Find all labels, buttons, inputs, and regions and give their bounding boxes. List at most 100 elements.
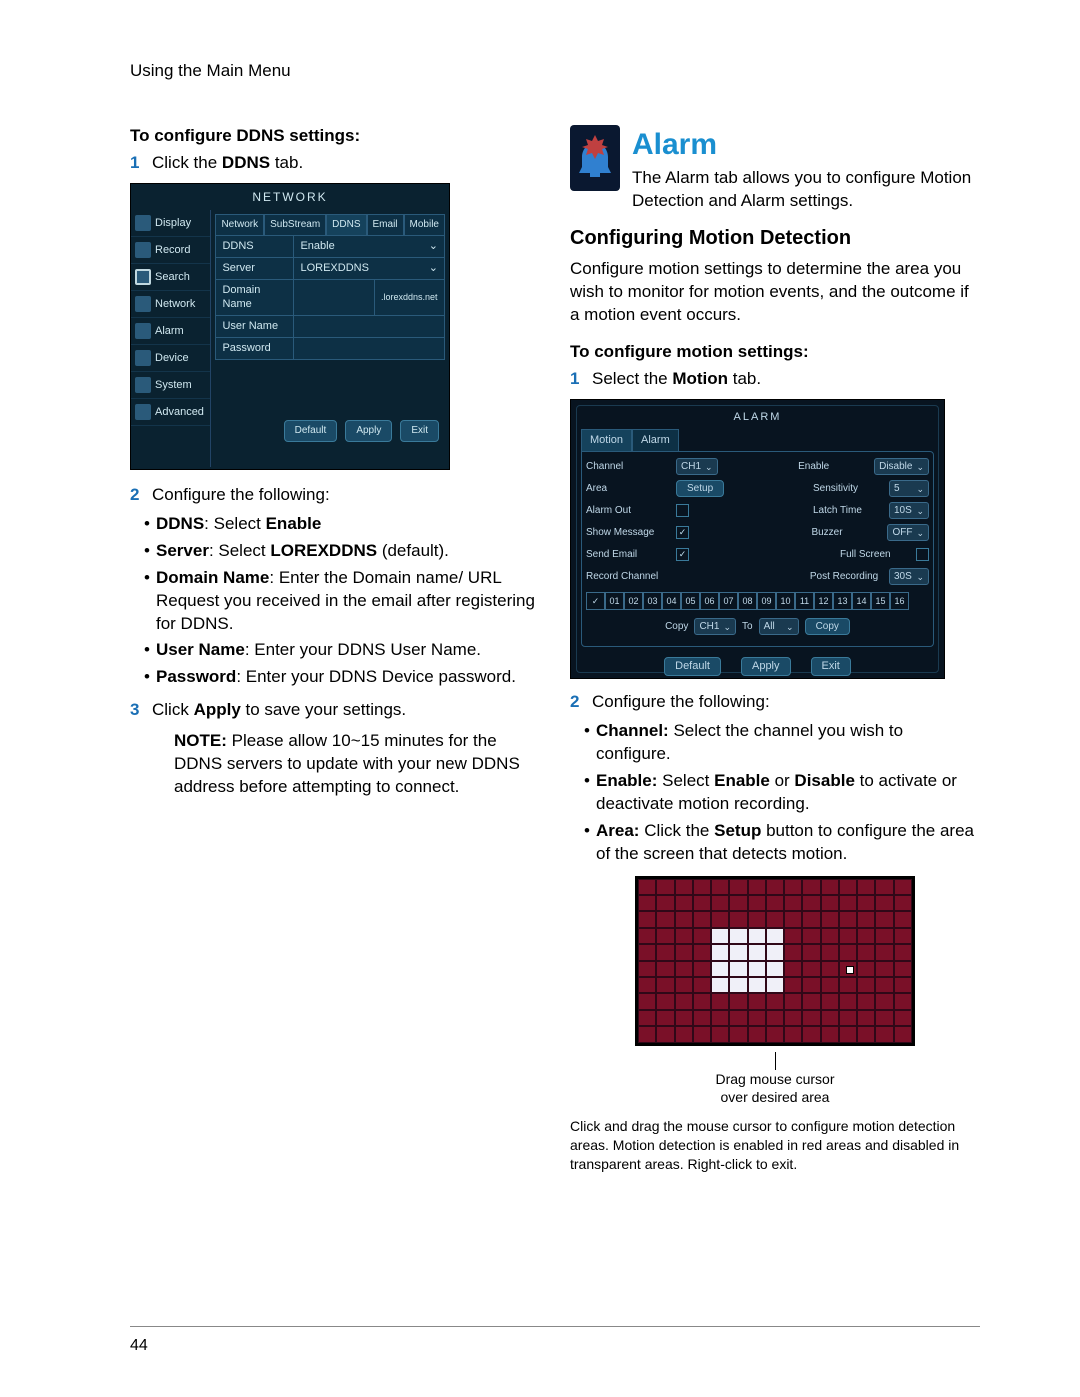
motion-cell[interactable] (839, 895, 857, 911)
channel-14[interactable]: 14 (852, 592, 871, 610)
channel-05[interactable]: 05 (681, 592, 700, 610)
postrec-dropdown[interactable]: 30S (889, 568, 929, 586)
motion-cell[interactable] (656, 1026, 674, 1042)
tab-ddns[interactable]: DDNS (326, 214, 366, 235)
motion-cell[interactable] (693, 895, 711, 911)
motion-cell[interactable] (875, 895, 893, 911)
channel-11[interactable]: 11 (795, 592, 814, 610)
sidebar-item-device[interactable]: Device (131, 345, 210, 372)
motion-cell[interactable] (748, 993, 766, 1009)
motion-cell[interactable] (693, 928, 711, 944)
motion-cell[interactable] (839, 879, 857, 895)
motion-cell[interactable] (784, 1026, 802, 1042)
motion-cell[interactable] (784, 977, 802, 993)
motion-cell[interactable] (711, 944, 729, 960)
channel-10[interactable]: 10 (776, 592, 795, 610)
motion-cell[interactable] (766, 993, 784, 1009)
motion-cell[interactable] (894, 911, 912, 927)
motion-cell[interactable] (656, 911, 674, 927)
motion-cell[interactable] (656, 879, 674, 895)
field-input[interactable] (294, 338, 445, 360)
motion-cell[interactable] (711, 895, 729, 911)
motion-cell[interactable] (821, 993, 839, 1009)
motion-cell[interactable] (839, 928, 857, 944)
email-checkbox[interactable] (676, 548, 689, 561)
motion-cell[interactable] (693, 1010, 711, 1026)
channel-07[interactable]: 07 (719, 592, 738, 610)
motion-cell[interactable] (675, 928, 693, 944)
motion-cell[interactable] (729, 928, 747, 944)
sidebar-item-alarm[interactable]: Alarm (131, 318, 210, 345)
field-dropdown[interactable]: Enable ⌄ (294, 235, 445, 257)
motion-cell[interactable] (675, 961, 693, 977)
motion-cell[interactable] (894, 1010, 912, 1026)
channel-dropdown[interactable]: CH1 (676, 458, 718, 476)
channel-15[interactable]: 15 (871, 592, 890, 610)
motion-cell[interactable] (821, 1010, 839, 1026)
motion-cell[interactable] (821, 961, 839, 977)
sidebar-item-display[interactable]: Display (131, 210, 210, 237)
sensitivity-dropdown[interactable]: 5 (889, 480, 929, 498)
motion-cell[interactable] (729, 961, 747, 977)
motion-cell[interactable] (784, 895, 802, 911)
channel-12[interactable]: 12 (814, 592, 833, 610)
motion-cell[interactable] (857, 1010, 875, 1026)
motion-cell[interactable] (638, 911, 656, 927)
sidebar-item-record[interactable]: Record (131, 237, 210, 264)
motion-cell[interactable] (748, 961, 766, 977)
motion-cell[interactable] (711, 977, 729, 993)
motion-cell[interactable] (784, 993, 802, 1009)
enable-dropdown[interactable]: Disable (874, 458, 929, 476)
motion-cell[interactable] (766, 911, 784, 927)
motion-cell[interactable] (748, 1026, 766, 1042)
motion-cell[interactable] (875, 961, 893, 977)
motion-cell[interactable] (821, 911, 839, 927)
latch-dropdown[interactable]: 10S (889, 502, 929, 520)
field-dropdown[interactable]: LOREXDDNS ⌄ (294, 257, 445, 279)
motion-cell[interactable] (766, 1026, 784, 1042)
motion-cell[interactable] (638, 928, 656, 944)
motion-cell[interactable] (802, 944, 820, 960)
motion-cell[interactable] (802, 1026, 820, 1042)
motion-cell[interactable] (748, 911, 766, 927)
motion-cell[interactable] (638, 944, 656, 960)
exit-button[interactable]: Exit (400, 420, 439, 442)
motion-cell[interactable] (638, 993, 656, 1009)
channel-04[interactable]: 04 (662, 592, 681, 610)
motion-cell[interactable] (693, 993, 711, 1009)
motion-cell[interactable] (784, 961, 802, 977)
motion-cell[interactable] (894, 895, 912, 911)
motion-cell[interactable] (839, 961, 857, 977)
motion-cell[interactable] (766, 961, 784, 977)
buzzer-dropdown[interactable]: OFF (887, 524, 929, 542)
motion-cell[interactable] (802, 993, 820, 1009)
tab-mobile[interactable]: Mobile (404, 214, 445, 235)
motion-cell[interactable] (711, 961, 729, 977)
copy-to-dropdown[interactable]: All (759, 618, 799, 636)
motion-cell[interactable] (839, 1026, 857, 1042)
motion-cell[interactable] (784, 911, 802, 927)
motion-cell[interactable] (839, 1010, 857, 1026)
channel-16[interactable]: 16 (890, 592, 909, 610)
motion-cell[interactable] (875, 911, 893, 927)
motion-cell[interactable] (656, 961, 674, 977)
motion-cell[interactable] (857, 911, 875, 927)
motion-cell[interactable] (748, 879, 766, 895)
motion-cell[interactable] (839, 911, 857, 927)
motion-cell[interactable] (748, 895, 766, 911)
motion-cell[interactable] (875, 879, 893, 895)
motion-cell[interactable] (766, 879, 784, 895)
motion-cell[interactable] (693, 879, 711, 895)
motion-cell[interactable] (693, 961, 711, 977)
motion-cell[interactable] (748, 977, 766, 993)
motion-cell[interactable] (802, 879, 820, 895)
motion-cell[interactable] (656, 944, 674, 960)
motion-cell[interactable] (784, 928, 802, 944)
motion-cell[interactable] (894, 879, 912, 895)
copy-button[interactable]: Copy (805, 618, 850, 636)
motion-cell[interactable] (857, 977, 875, 993)
motion-cell[interactable] (693, 944, 711, 960)
motion-cell[interactable] (894, 928, 912, 944)
motion-cell[interactable] (693, 1026, 711, 1042)
sidebar-item-network[interactable]: Network (131, 291, 210, 318)
